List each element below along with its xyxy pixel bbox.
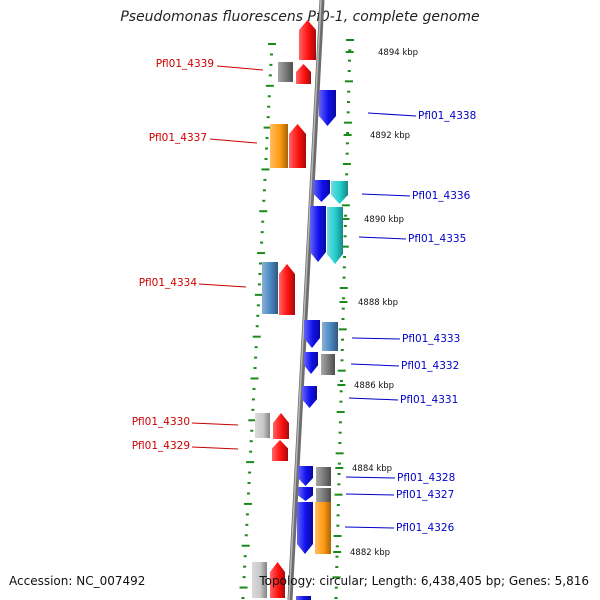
gene-leader-line bbox=[345, 476, 396, 479]
gene-arrow bbox=[289, 124, 306, 168]
gene-label-pfl01-4333[interactable]: Pfl01_4333 bbox=[402, 333, 461, 345]
gene-label-pfl01-4327[interactable]: Pfl01_4327 bbox=[396, 489, 455, 501]
gene-arrow bbox=[255, 413, 270, 438]
genome-backbone-highlight bbox=[288, 0, 322, 600]
gene-arrow bbox=[302, 386, 317, 408]
kbp-label: 4890 kbp bbox=[364, 215, 405, 225]
gene-arrow bbox=[322, 322, 338, 351]
gene-leader-line bbox=[348, 397, 399, 401]
gene-arrow bbox=[319, 90, 336, 126]
gene-arrow bbox=[252, 562, 267, 598]
kbp-label: 4886 kbp bbox=[354, 381, 395, 391]
gene-arrow bbox=[270, 124, 288, 168]
gene-arrow bbox=[299, 20, 316, 60]
gene-leader-line bbox=[344, 526, 395, 529]
gene-arrow bbox=[278, 62, 293, 82]
gene-label-pfl01-4338[interactable]: Pfl01_4338 bbox=[418, 110, 477, 122]
gene-label-pfl01-4331[interactable]: Pfl01_4331 bbox=[400, 394, 459, 406]
gene-label-pfl01-4337[interactable]: Pfl01_4337 bbox=[148, 132, 207, 144]
gene-arrow bbox=[298, 466, 313, 486]
gene-label-pfl01-4329[interactable]: Pfl01_4329 bbox=[131, 440, 190, 452]
gene-arrow bbox=[313, 180, 330, 202]
kbp-label: 4884 kbp bbox=[352, 464, 393, 474]
gene-arrow bbox=[270, 562, 285, 598]
gene-leader-line bbox=[367, 112, 417, 117]
kbp-label: 4882 kbp bbox=[350, 548, 391, 558]
gene-leader-line bbox=[361, 193, 411, 197]
gene-leader-line bbox=[198, 283, 247, 288]
genome-title: Pseudomonas fluorescens Pf0-1, complete … bbox=[120, 9, 480, 25]
gene-label-pfl01-4326[interactable]: Pfl01_4326 bbox=[396, 522, 455, 534]
gene-arrow bbox=[304, 320, 320, 348]
gene-leader-line bbox=[358, 236, 407, 240]
gene-leader-line bbox=[191, 422, 239, 426]
gene-label-pfl01-4336[interactable]: Pfl01_4336 bbox=[412, 190, 471, 202]
gene-leader-line bbox=[350, 363, 400, 367]
kbp-label: 4894 kbp bbox=[378, 48, 419, 58]
gene-leader-line bbox=[345, 493, 395, 496]
gene-arrow bbox=[298, 487, 313, 501]
gene-arrow bbox=[316, 488, 331, 502]
gene-arrow bbox=[296, 596, 311, 600]
genome-backbone bbox=[287, 0, 325, 600]
kbp-label: 4888 kbp bbox=[358, 298, 399, 308]
gene-arrow bbox=[279, 264, 295, 315]
gene-arrow bbox=[310, 206, 326, 262]
gene-arrow bbox=[273, 413, 289, 439]
gene-arrow bbox=[327, 207, 343, 264]
gene-label-pfl01-4334[interactable]: Pfl01_4334 bbox=[138, 277, 197, 289]
gene-label-pfl01-4332[interactable]: Pfl01_4332 bbox=[401, 360, 460, 372]
gene-arrow bbox=[331, 181, 348, 204]
gene-leader-line bbox=[216, 65, 264, 71]
gene-arrow bbox=[296, 64, 311, 84]
gene-leader-line bbox=[351, 337, 401, 340]
gene-arrow bbox=[262, 262, 278, 314]
gene-arrow bbox=[316, 467, 331, 486]
gene-label-pfl01-4339[interactable]: Pfl01_4339 bbox=[155, 58, 214, 70]
gene-leader-line bbox=[191, 446, 239, 450]
gene-label-pfl01-4335[interactable]: Pfl01_4335 bbox=[408, 233, 467, 245]
gene-arrow bbox=[321, 354, 335, 375]
gene-leader-line bbox=[209, 138, 258, 144]
accession-text: Accession: NC_007492 bbox=[9, 574, 146, 588]
gene-label-pfl01-4330[interactable]: Pfl01_4330 bbox=[131, 416, 190, 428]
gene-arrow bbox=[297, 502, 313, 554]
gene-label-pfl01-4328[interactable]: Pfl01_4328 bbox=[397, 472, 456, 484]
topology-text: Topology: circular; Length: 6,438,405 bp… bbox=[259, 574, 589, 588]
gene-arrow bbox=[315, 502, 331, 554]
gene-arrow bbox=[272, 440, 288, 461]
gene-arrow bbox=[304, 352, 318, 374]
kbp-label: 4892 kbp bbox=[370, 131, 411, 141]
